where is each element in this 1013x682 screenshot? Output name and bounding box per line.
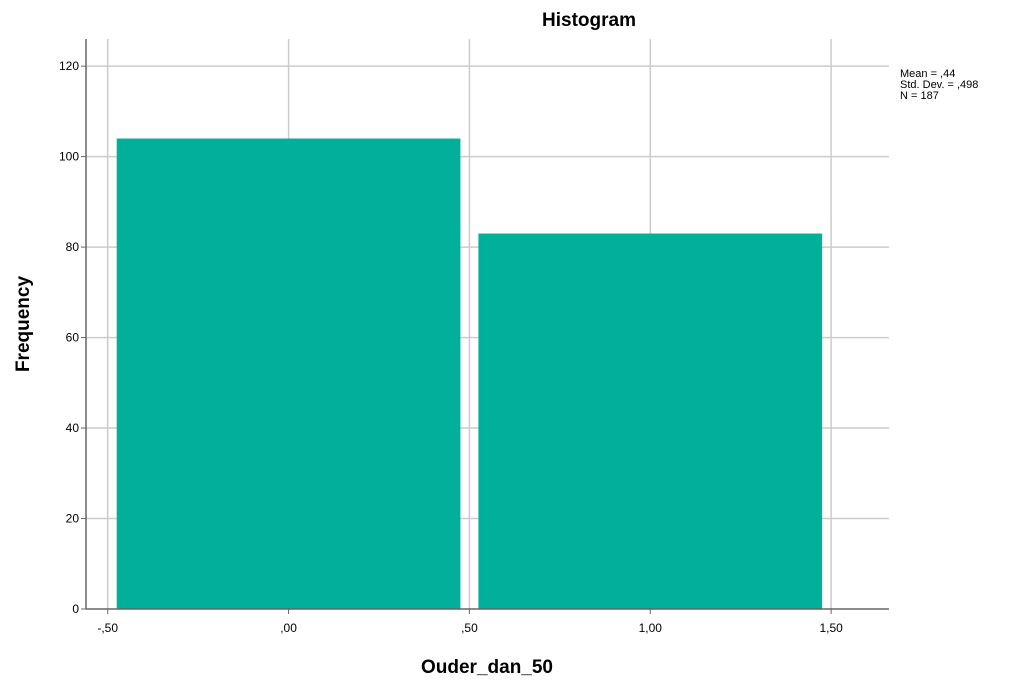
x-tick-label: ,50: [461, 621, 478, 635]
y-tick-label: 80: [66, 240, 80, 254]
stat-std-dev: Std. Dev. = ,498: [900, 79, 979, 91]
y-tick-label: 0: [72, 602, 79, 616]
x-axis-title: Ouder_dan_50: [421, 657, 553, 678]
x-tick-label: 1,00: [639, 621, 663, 635]
y-tick-label: 40: [66, 421, 80, 435]
y-ticks: 0 20 40 60 80 100 120: [59, 59, 86, 616]
y-tick-label: 60: [66, 331, 80, 345]
x-tick-label: -,50: [97, 621, 118, 635]
statistics-box: Mean = ,44 Std. Dev. = ,498 N = 187: [900, 69, 978, 102]
x-ticks: -,50 ,00 ,50 1,00 1,50: [97, 609, 843, 635]
chart-title: Histogram: [542, 10, 636, 31]
stat-mean: Mean = ,44: [900, 68, 956, 80]
histogram-bar: [478, 233, 823, 609]
x-tick-label: 1,50: [819, 621, 843, 635]
y-axis-title: Frequency: [13, 276, 34, 373]
y-tick-label: 100: [59, 150, 79, 164]
y-tick-label: 20: [66, 512, 80, 526]
bars: [116, 138, 823, 609]
x-tick-label: ,00: [280, 621, 297, 635]
stat-n: N = 187: [900, 90, 939, 102]
y-tick-label: 120: [59, 59, 79, 73]
histogram-bar: [116, 138, 461, 609]
axes: [85, 39, 889, 610]
